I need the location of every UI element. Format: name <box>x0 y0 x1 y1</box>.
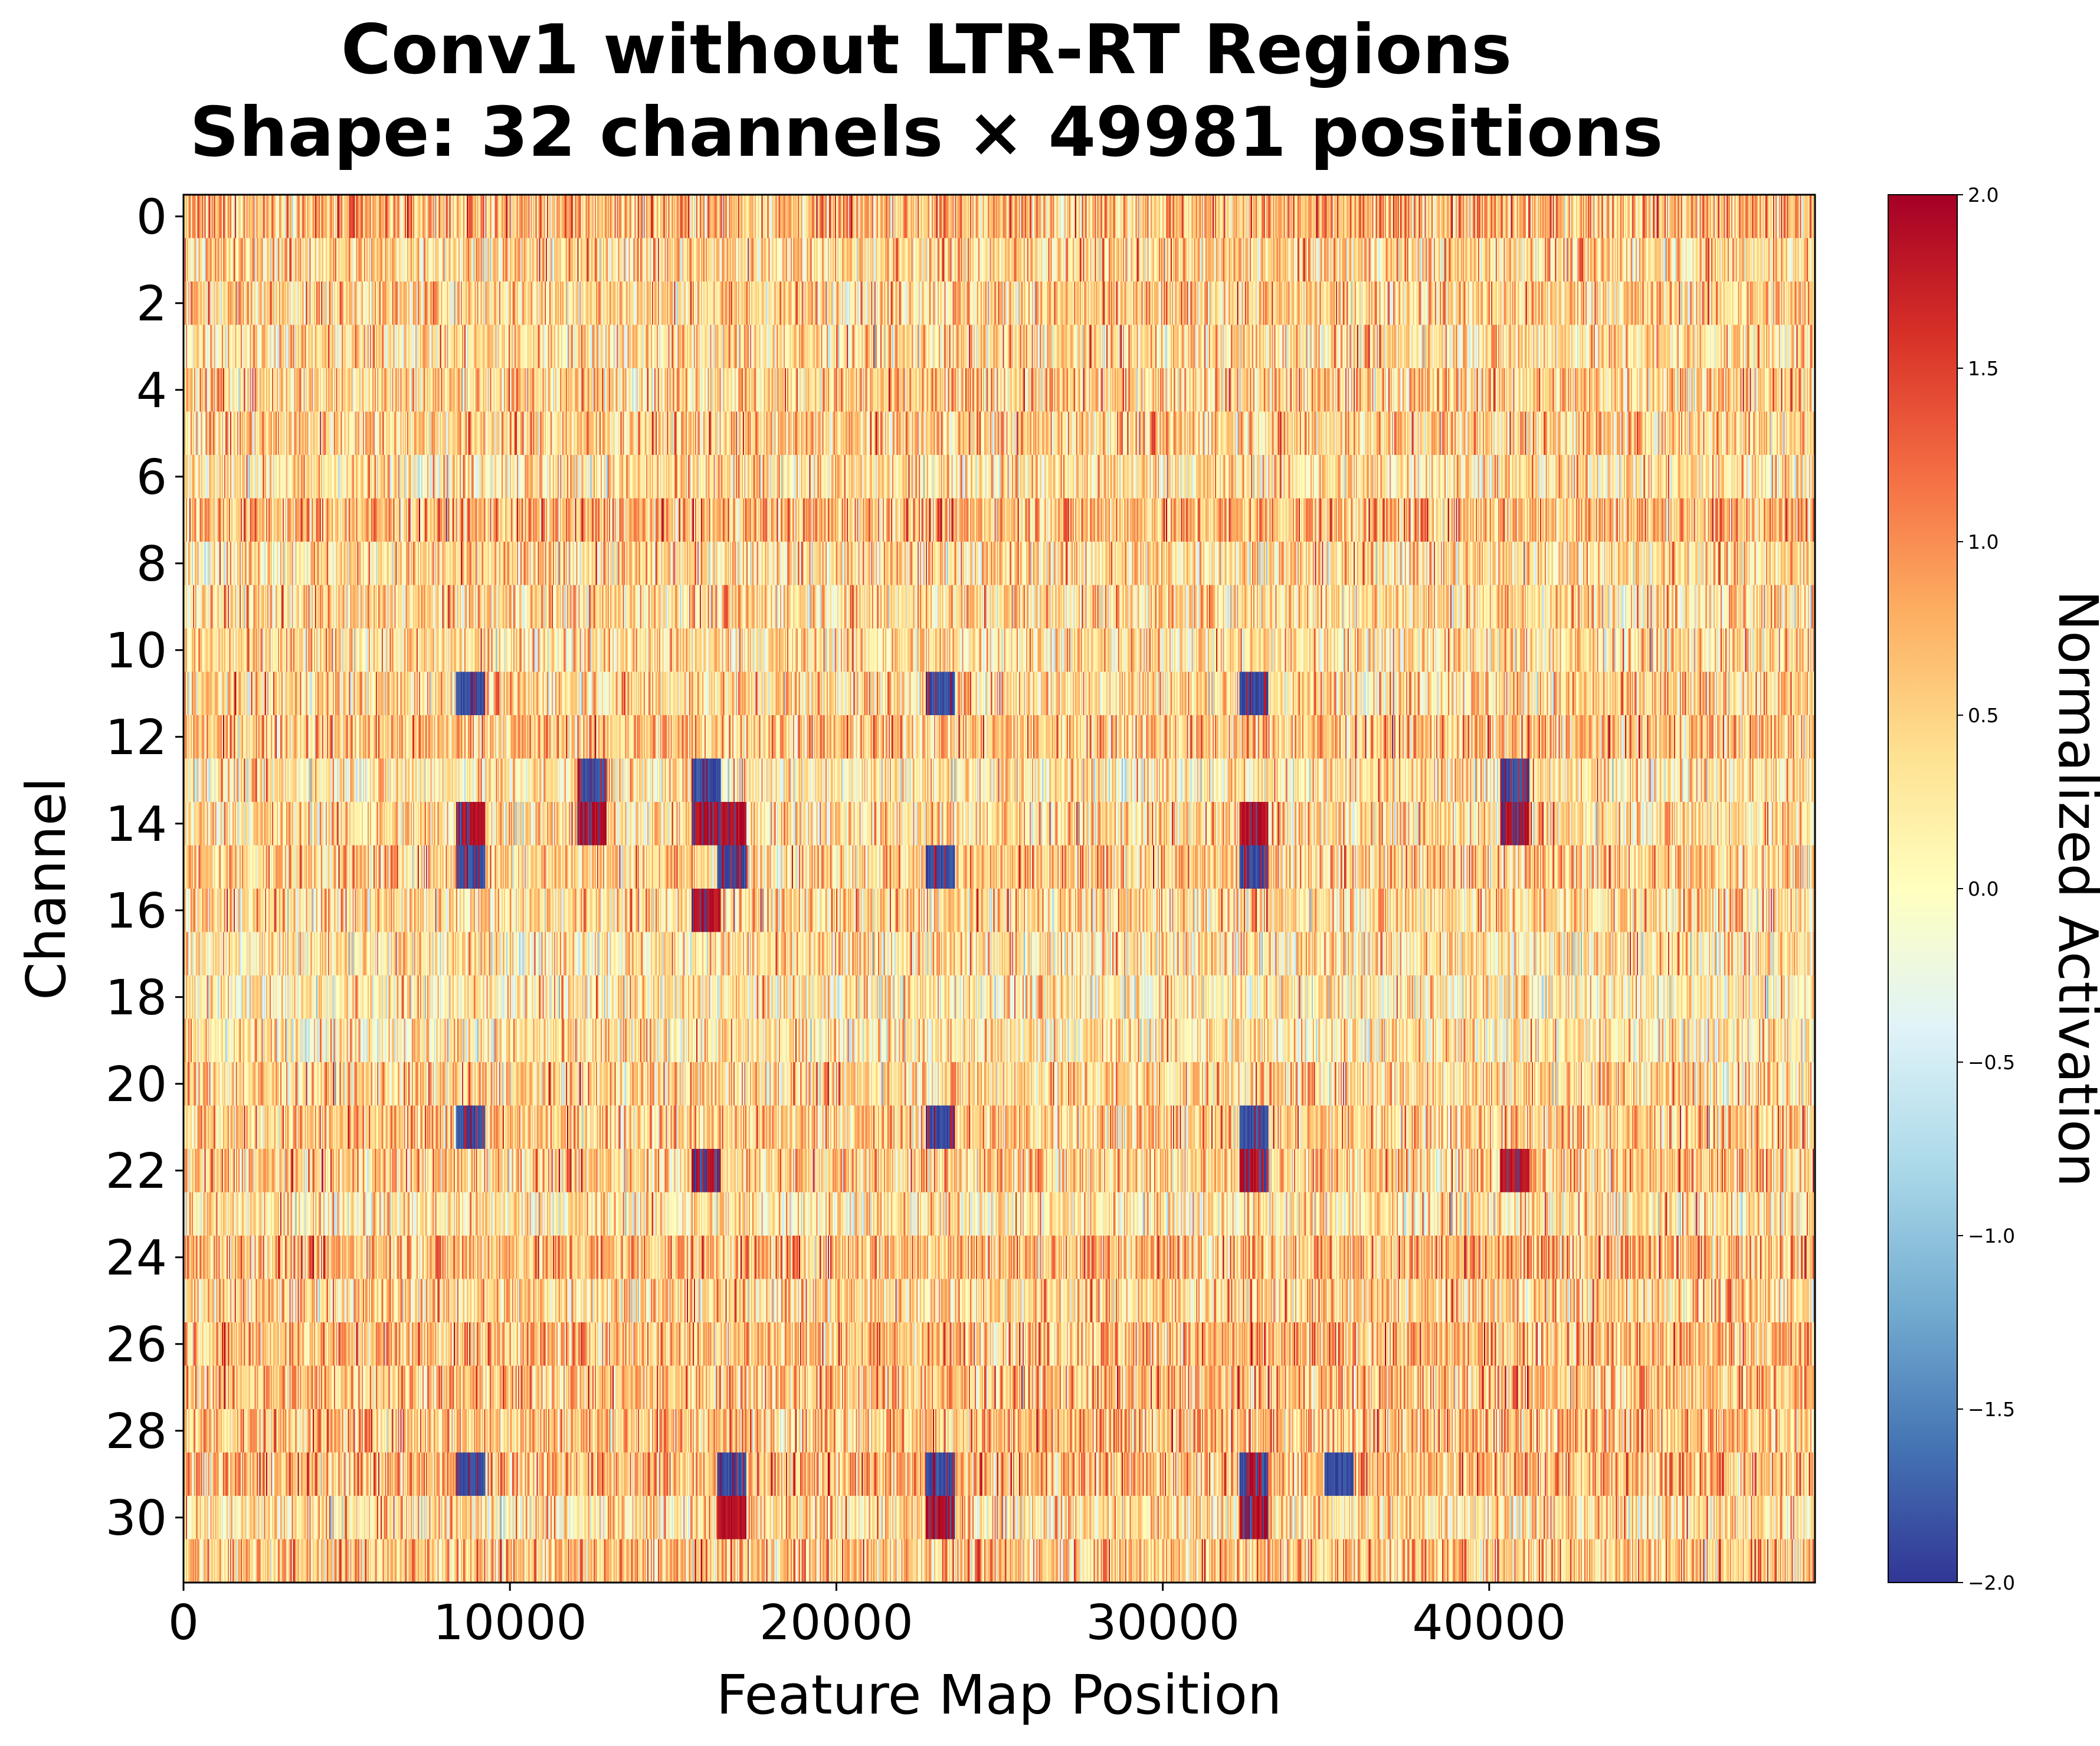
y-tick-label: 18 <box>106 970 167 1026</box>
colorbar-tick-label: 1.5 <box>1968 357 1999 380</box>
colorbar-tick-label: −2.0 <box>1968 1571 2015 1594</box>
y-tick-label: 8 <box>136 536 167 592</box>
y-tick-label: 4 <box>136 363 167 419</box>
chart-subtitle: Shape: 32 channels × 49981 positions <box>190 93 1663 172</box>
y-axis-label: Channel <box>15 777 78 1000</box>
y-tick-label: 24 <box>106 1230 167 1286</box>
heatmap-cells <box>184 195 1815 1583</box>
y-tick-label: 30 <box>106 1491 167 1547</box>
y-tick-label: 10 <box>106 623 167 679</box>
plot-frame <box>182 194 1816 1584</box>
heatmap-plot-area <box>182 194 1816 1584</box>
x-tick-label: 20000 <box>759 1595 913 1651</box>
chart-title: Conv1 without LTR-RT Regions <box>341 10 1512 90</box>
y-tick-label: 28 <box>106 1404 167 1460</box>
colorbar-tick-label: −1.0 <box>1968 1224 2015 1247</box>
colorbar-tick-label: 2.0 <box>1968 184 1999 207</box>
colorbar-tick-label: 0.0 <box>1968 877 1999 900</box>
y-tick-label: 22 <box>106 1144 167 1200</box>
colorbar-tick-label: −1.5 <box>1968 1398 2015 1421</box>
y-tick-label: 16 <box>106 883 167 939</box>
x-tick-label: 0 <box>168 1595 199 1651</box>
x-axis-label: Feature Map Position <box>716 1663 1282 1727</box>
colorbar-tick-label: 0.5 <box>1968 704 1999 727</box>
y-tick-label: 2 <box>136 276 167 332</box>
colorbar-label: Normalized Activation <box>2046 590 2100 1187</box>
colorbar-gradient <box>1888 194 1958 1583</box>
y-tick-label: 26 <box>106 1317 167 1373</box>
x-tick-label: 40000 <box>1412 1595 1566 1651</box>
y-tick-label: 12 <box>106 710 167 766</box>
x-axis: 0 10000 20000 30000 40000 <box>168 1583 1566 1651</box>
colorbar-ticks: 2.0 1.5 1.0 0.5 0.0 −0.5 −1.0 −1.5 −2.0 <box>1957 184 2015 1594</box>
x-tick-label: 10000 <box>433 1595 587 1651</box>
y-tick-label: 0 <box>136 189 167 245</box>
x-tick-label: 30000 <box>1086 1595 1240 1651</box>
y-tick-label: 20 <box>106 1057 167 1113</box>
colorbar: 2.0 1.5 1.0 0.5 0.0 −0.5 −1.0 −1.5 −2.0 Normaliz… <box>1888 184 2100 1594</box>
y-tick-label: 6 <box>136 450 167 506</box>
colorbar-tick-label: 1.0 <box>1968 530 1999 553</box>
colorbar-tick-label: −0.5 <box>1968 1051 2015 1074</box>
y-tick-label: 14 <box>106 797 167 853</box>
